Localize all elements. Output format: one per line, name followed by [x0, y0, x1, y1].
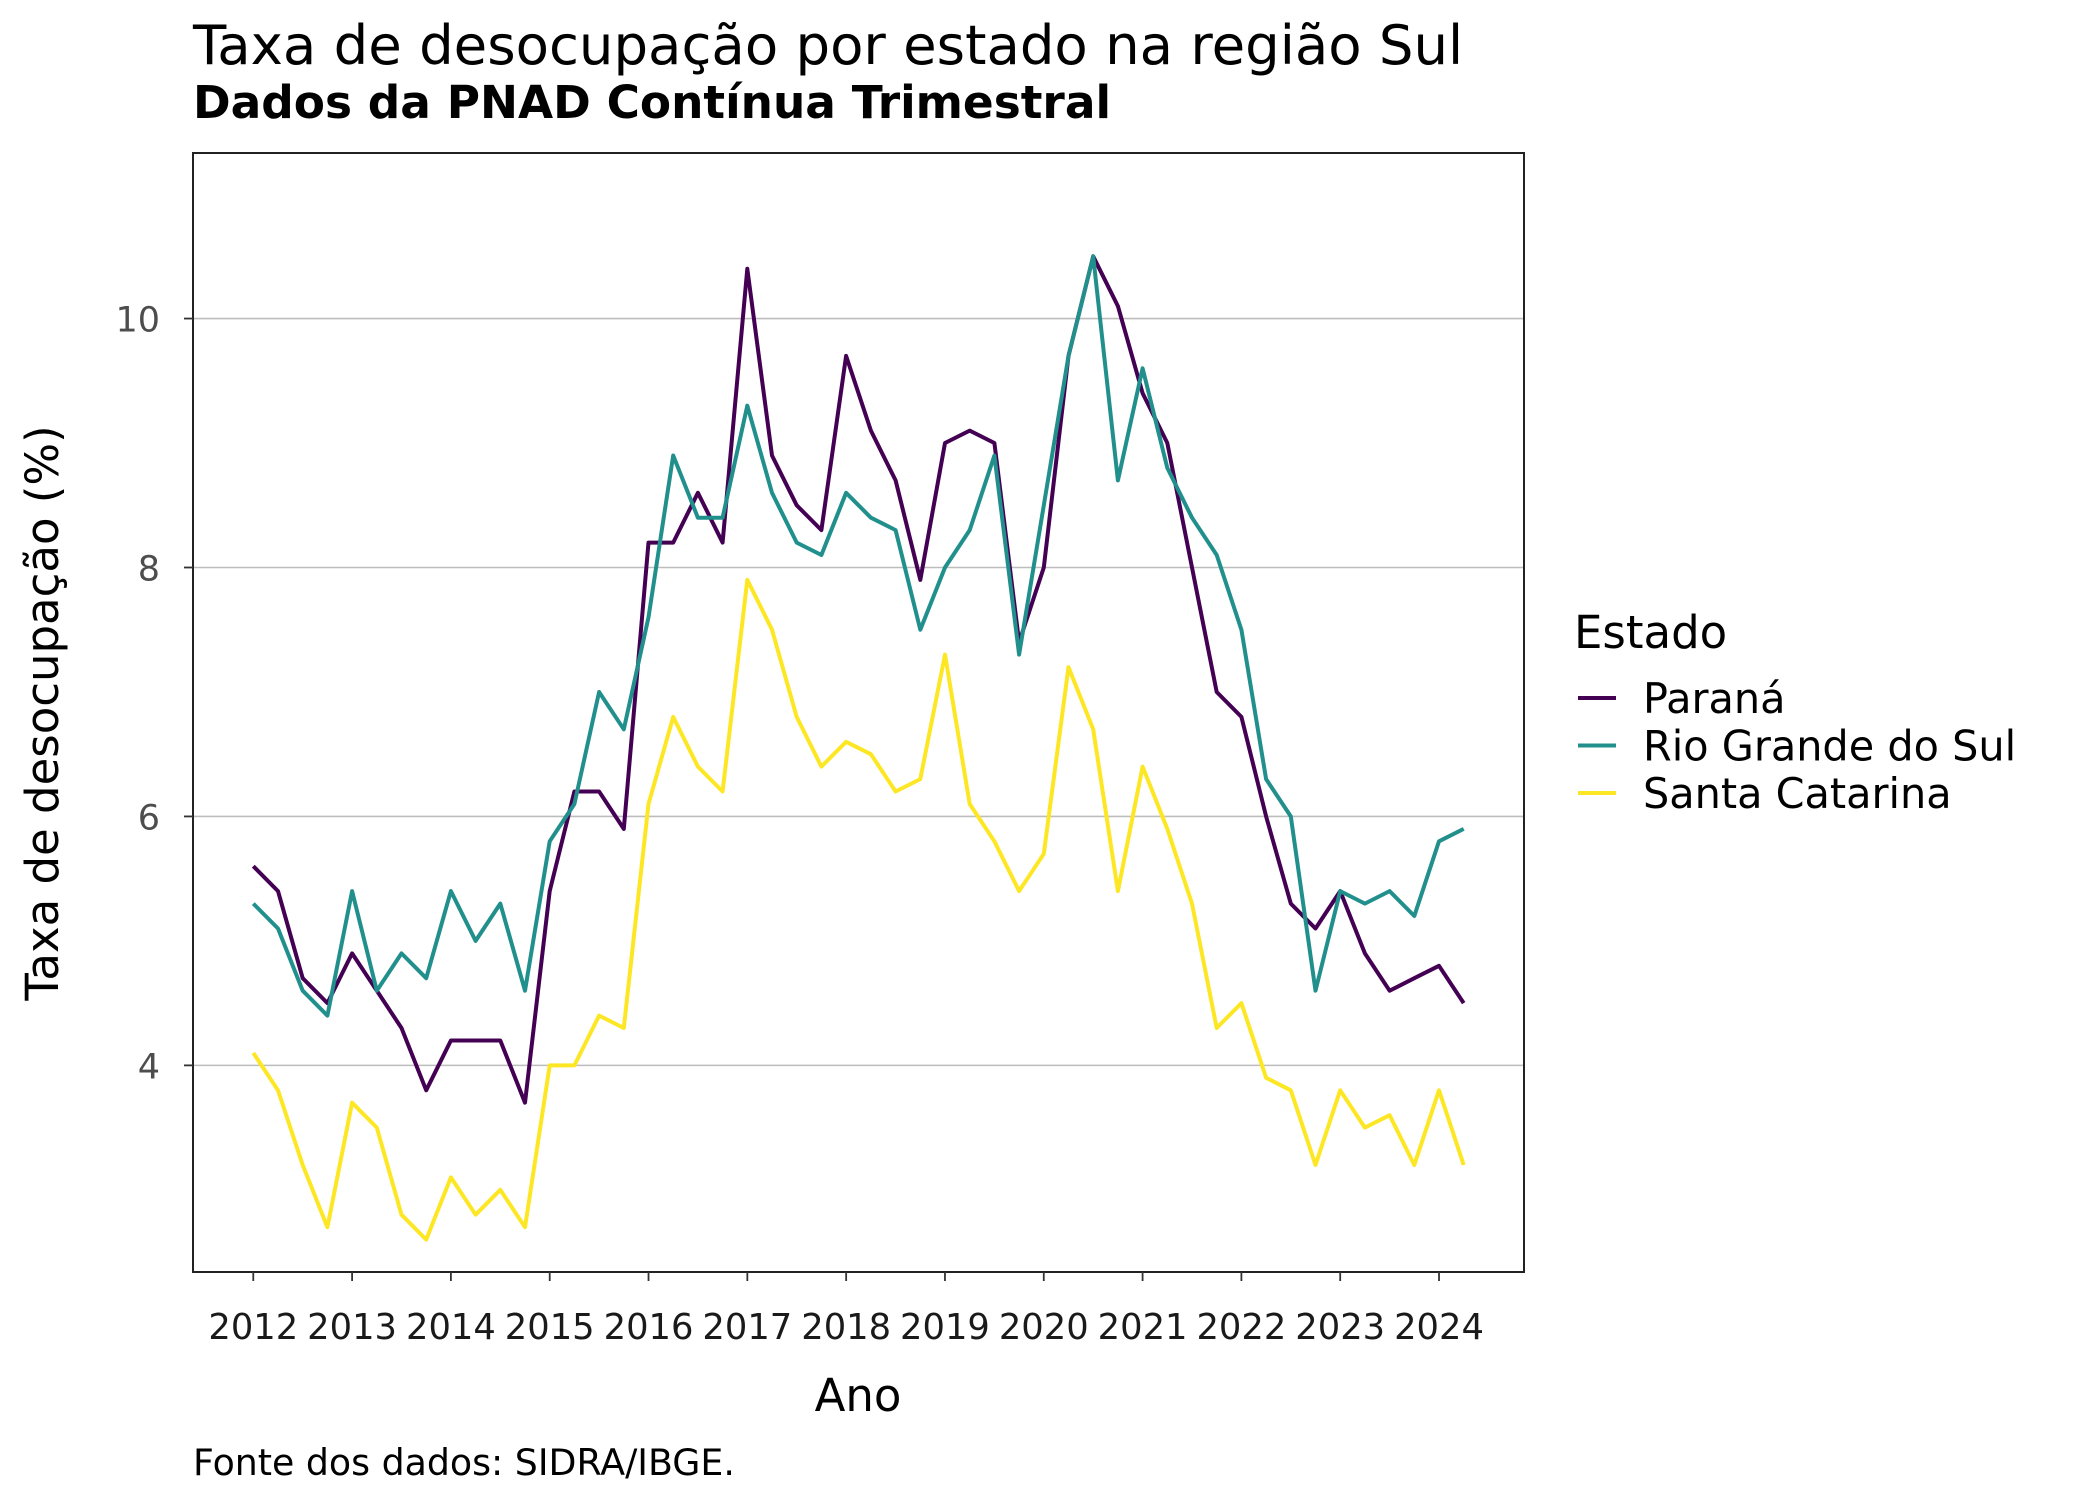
plot-series	[251, 254, 1466, 1242]
panel-border	[192, 152, 1525, 1273]
x-tick-label: 2017	[702, 1307, 792, 1348]
legend-item-rio-grande-do-sul: Rio Grande do Sul	[1578, 723, 2016, 771]
x-tick-label: 2014	[406, 1307, 496, 1348]
x-tick-label: 2015	[505, 1307, 595, 1348]
legend-label-santa-catarina: Santa Catarina	[1643, 770, 1952, 818]
x-tick-label: 2019	[900, 1307, 990, 1348]
y-tick-label: 6	[138, 798, 160, 838]
legend-label-rio-grande-do-sul: Rio Grande do Sul	[1643, 723, 2016, 771]
x-tick-label: 2018	[801, 1307, 891, 1348]
caption: Fonte dos dados: SIDRA/IBGE.	[193, 1441, 735, 1484]
x-tick-label: 2012	[208, 1307, 298, 1348]
chart-title: Taxa de desocupação por estado na região…	[192, 13, 1463, 77]
legend-title: Estado	[1574, 606, 1727, 659]
y-tick-label: 4	[138, 1047, 160, 1087]
series-line-rio-grande-do-sul	[251, 254, 1465, 1018]
y-axis-title: Taxa de desocupação (%)	[16, 425, 69, 1001]
y-axis: 4 6 8 10	[115, 301, 193, 1087]
x-axis: 2012 2013 2014 2015 2016 2017 2018 2019 2020 2021…	[208, 1272, 1484, 1348]
series-line-santa-catarina	[251, 577, 1466, 1242]
legend-label-parana: Paraná	[1643, 675, 1785, 723]
x-tick-label: 2023	[1295, 1307, 1385, 1348]
legend-item-santa-catarina: Santa Catarina	[1578, 770, 1952, 818]
chart-subtitle: Dados da PNAD Contínua Trimestral	[193, 76, 1111, 129]
x-tick-label: 2021	[1098, 1307, 1188, 1348]
y-tick-label: 10	[115, 301, 160, 341]
y-tick-label: 8	[138, 549, 160, 589]
x-tick-label: 2013	[307, 1307, 397, 1348]
legend-item-parana: Paraná	[1578, 675, 1785, 723]
x-tick-label: 2016	[604, 1307, 694, 1348]
series-line-parana	[251, 254, 1466, 1105]
x-tick-label: 2020	[999, 1307, 1089, 1348]
x-axis-title: Ano	[815, 1369, 902, 1422]
x-tick-label: 2022	[1196, 1307, 1286, 1348]
x-tick-label: 2024	[1394, 1307, 1484, 1348]
